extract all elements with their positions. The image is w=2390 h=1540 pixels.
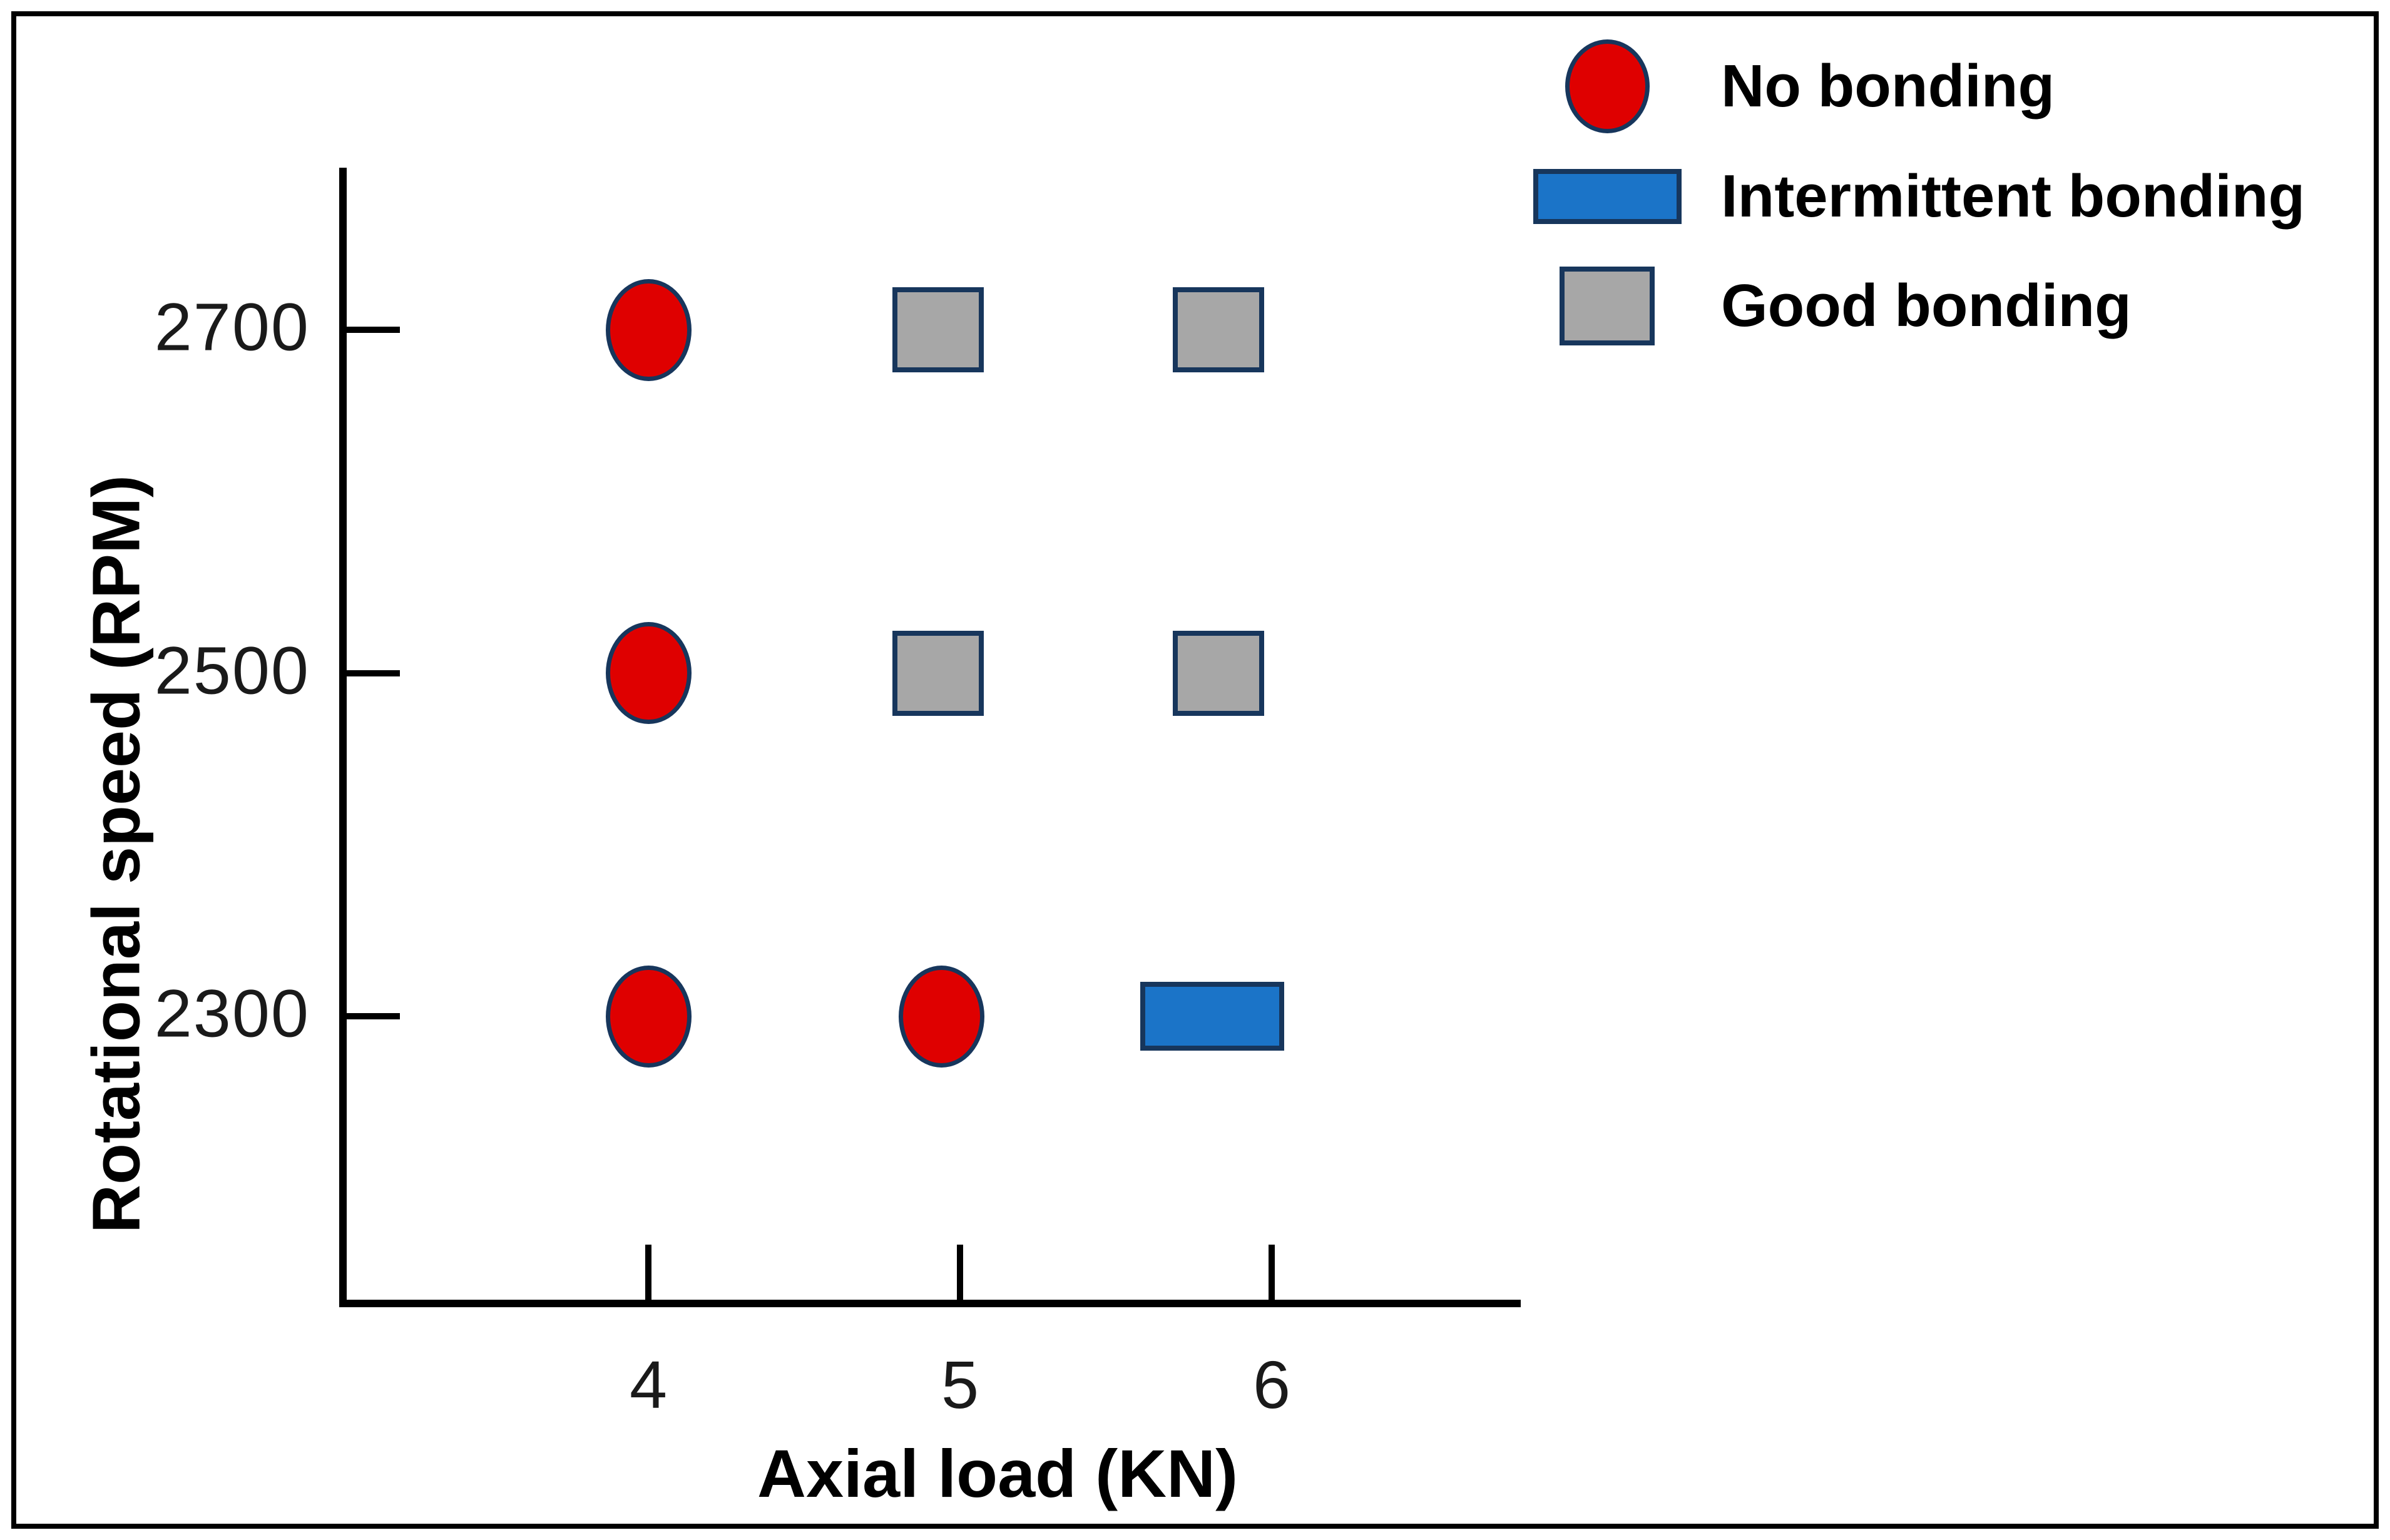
x-tick-label: 6: [1252, 1347, 1291, 1422]
data-point-good-bonding: [892, 287, 984, 372]
y-axis-tick: [347, 1013, 400, 1019]
x-axis-tick: [645, 1245, 651, 1300]
legend-swatch-cell: [1532, 169, 1682, 224]
y-tick-label: 2300: [154, 975, 310, 1051]
data-point-no-bonding: [898, 965, 984, 1068]
data-point-good-bonding: [1173, 630, 1264, 716]
legend-item-no-bonding: No bonding: [1532, 33, 2055, 140]
data-point-good-bonding: [892, 630, 984, 716]
y-axis-line: [339, 168, 347, 1307]
y-tick-label: 2500: [154, 632, 310, 708]
data-point-good-bonding: [1173, 287, 1264, 372]
y-axis-tick: [347, 327, 400, 333]
legend-label: No bonding: [1721, 53, 2055, 120]
x-tick-label: 5: [941, 1347, 979, 1422]
legend-label: Good bonding: [1721, 272, 2132, 339]
x-axis-tick: [957, 1245, 963, 1300]
legend-item-good-bonding: Good bonding: [1532, 253, 2132, 359]
y-axis-tick: [347, 670, 400, 676]
good-bonding-swatch-icon: [1560, 267, 1655, 345]
data-point-no-bonding: [605, 965, 692, 1068]
legend-label: Intermittent bonding: [1721, 163, 2306, 230]
x-axis-title: Axial load (KN): [757, 1435, 1238, 1511]
data-point-no-bonding: [605, 622, 692, 724]
legend-item-intermittent-bonding: Intermittent bonding: [1532, 143, 2305, 250]
x-tick-label: 4: [629, 1347, 668, 1422]
intermittent-bonding-swatch-icon: [1533, 169, 1682, 224]
y-tick-label: 2700: [154, 288, 310, 365]
y-axis-title: Rotational speed (RPM): [78, 474, 154, 1234]
outer-frame: [11, 11, 2379, 1529]
no-bonding-swatch-icon: [1565, 39, 1650, 133]
legend-swatch-cell: [1532, 267, 1682, 345]
legend-swatch-cell: [1532, 39, 1682, 133]
x-axis-line: [339, 1300, 1521, 1307]
x-axis-tick: [1269, 1245, 1275, 1300]
data-point-no-bonding: [605, 278, 692, 381]
data-point-intermittent-bonding: [1140, 982, 1284, 1051]
